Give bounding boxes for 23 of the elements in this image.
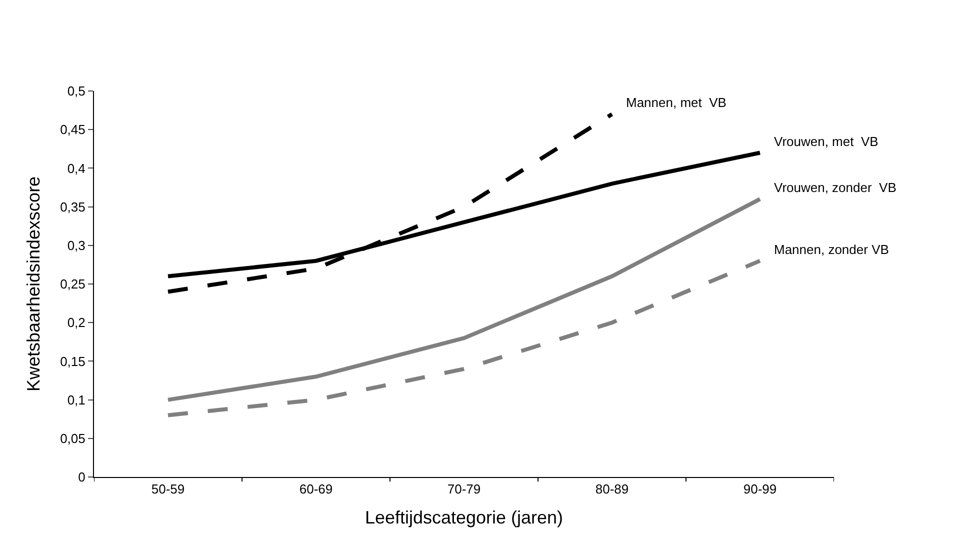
y-tick-label: 0,25	[60, 276, 86, 292]
y-tick-label: 0,45	[60, 122, 86, 138]
y-tick-label: 0,3	[67, 238, 86, 253]
series-label: Mannen, met VB	[626, 95, 726, 110]
y-tick-label: 0,5	[67, 84, 86, 99]
y-tick-label: 0,05	[60, 430, 86, 446]
series-label: Mannen, zonder VB	[774, 242, 889, 257]
y-tick-label: 0,2	[67, 315, 86, 330]
x-tick-label: 80-89	[595, 482, 629, 497]
line-series	[166, 197, 762, 402]
series-label: Vrouwen, zonder VB	[774, 180, 896, 195]
x-tick-label: 60-69	[299, 482, 333, 497]
series-label: Vrouwen, met VB	[774, 134, 878, 149]
y-tick-label: 0	[78, 470, 86, 485]
y-tick-label: 0,35	[60, 199, 86, 214]
x-axis-title: Leeftijdscategorie (jaren)	[364, 508, 564, 528]
x-tick-label: 50-59	[151, 482, 185, 497]
y-axis-title: Kwetsbaarheidsindexscore	[23, 176, 44, 392]
y-tick-label: 0,4	[67, 160, 86, 176]
x-tick-label: 90-99	[743, 482, 777, 497]
y-tick-label: 0,15	[60, 354, 86, 369]
y-tick-label: 0,1	[67, 392, 86, 408]
x-tick-label: 70-79	[447, 482, 481, 497]
